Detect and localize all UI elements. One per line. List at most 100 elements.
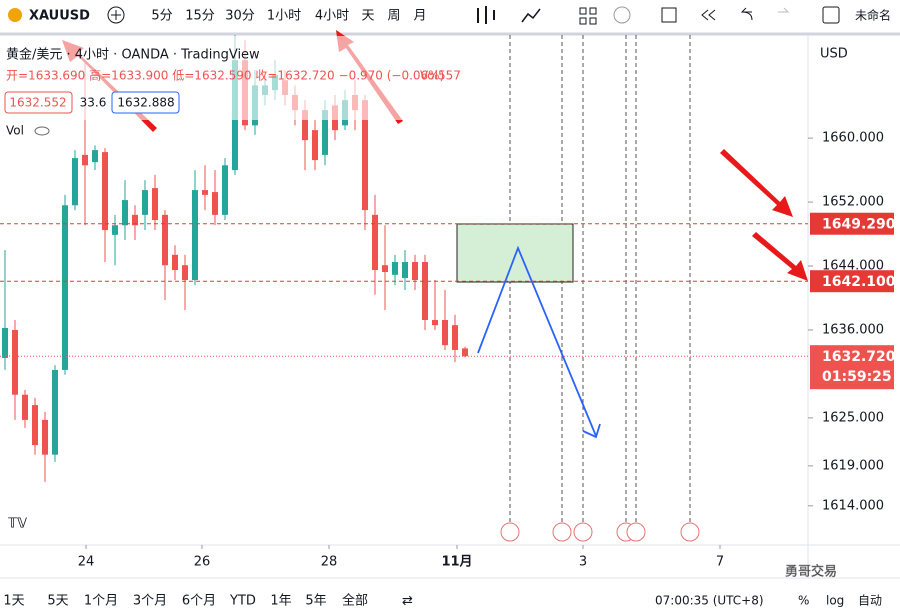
- x-tick-label: 7: [716, 555, 724, 570]
- interval[interactable]: 天: [361, 9, 374, 24]
- candle-body: [72, 158, 78, 206]
- interval[interactable]: 4小时: [315, 9, 349, 24]
- compare-icon[interactable]: ⇄: [402, 594, 413, 609]
- x-tick-label: 11月: [441, 555, 472, 570]
- candle-body: [152, 188, 158, 221]
- interval[interactable]: 1小时: [267, 9, 301, 24]
- redo-icon[interactable]: [778, 7, 790, 13]
- data-icon[interactable]: [613, 6, 631, 24]
- interval[interactable]: 15分: [185, 9, 215, 24]
- y-tick-label: 1614.000: [822, 498, 884, 513]
- flags: [500, 522, 700, 542]
- symbol[interactable]: XAUUSD: [29, 9, 90, 24]
- candle-body: [22, 394, 28, 420]
- spread: 33.6: [80, 96, 107, 110]
- candle-body: [382, 265, 388, 273]
- red-arrow: [752, 232, 808, 281]
- last-price-label: 1632.720: [822, 349, 896, 365]
- percent-toggle[interactable]: %: [798, 594, 809, 608]
- candle-body: [202, 190, 208, 195]
- range-button[interactable]: 1个月: [84, 594, 118, 609]
- candle-body: [42, 419, 48, 455]
- layout-box[interactable]: [822, 6, 840, 24]
- add-symbol[interactable]: [107, 6, 125, 24]
- range-button[interactable]: 1年: [270, 594, 291, 609]
- event-flag[interactable]: [626, 522, 646, 542]
- candle-body: [162, 214, 168, 266]
- legend-ohlc: 开=1633.690 高=1633.900 低=1632.590 收=1632.…: [6, 68, 444, 83]
- candle-body: [412, 262, 418, 281]
- currency[interactable]: USD: [820, 47, 848, 62]
- range-button[interactable]: 全部: [342, 593, 368, 609]
- price-tag-label: 1642.100: [822, 274, 896, 290]
- event-flag[interactable]: [500, 522, 520, 542]
- layout-name[interactable]: 未命名: [855, 8, 891, 23]
- vol-label: Vol: [6, 124, 24, 138]
- ask: 1632.888: [117, 96, 174, 110]
- candle-body: [102, 152, 108, 231]
- event-flag[interactable]: [680, 522, 700, 542]
- candle-body: [112, 225, 118, 235]
- candle-body: [462, 348, 468, 357]
- auto-toggle[interactable]: 自动: [858, 594, 882, 608]
- candle-body: [122, 200, 128, 226]
- alert-icon[interactable]: [661, 7, 677, 23]
- chart-type-icon[interactable]: [477, 6, 495, 24]
- y-tick-label: 1619.000: [822, 458, 884, 473]
- price-tag: [810, 270, 894, 293]
- price-tag: [810, 212, 894, 235]
- x-tick-label: 3: [579, 555, 587, 570]
- candle-body: [302, 110, 308, 141]
- range-button[interactable]: YTD: [229, 594, 256, 609]
- event-flag[interactable]: [573, 522, 593, 542]
- candle-body: [222, 165, 228, 215]
- x-tick-label: 26: [194, 555, 211, 570]
- candle-body: [132, 214, 138, 226]
- interval[interactable]: 周: [387, 9, 400, 24]
- price-tag-label: 1649.290: [822, 217, 896, 233]
- layout-icon: [589, 17, 597, 25]
- log-toggle[interactable]: log: [826, 594, 844, 608]
- candle-body: [362, 100, 368, 211]
- candle-body: [32, 405, 38, 446]
- event-flag[interactable]: [552, 522, 572, 542]
- range-button[interactable]: 3个月: [133, 594, 167, 609]
- replay-icon[interactable]: [701, 9, 716, 21]
- y-tick-label: 1652.000: [822, 195, 884, 210]
- candle-body: [422, 262, 428, 320]
- hide-icon[interactable]: [34, 126, 50, 136]
- legend-bg: [0, 36, 470, 120]
- candle-body: [62, 205, 68, 370]
- clock: 07:00:35 (UTC+8): [655, 594, 764, 608]
- range-button[interactable]: 6个月: [182, 594, 216, 609]
- y-tick-label: 1636.000: [822, 322, 884, 337]
- candle-body: [92, 150, 98, 163]
- range-buttons: 1天 5天 1个月 3个月 6个月 YTD 1年 5年 全部: [3, 593, 368, 609]
- range-box: [456, 223, 574, 283]
- y-tick-label: 1660.000: [822, 131, 884, 146]
- range-button[interactable]: 5年: [305, 594, 326, 609]
- candle-body: [432, 319, 438, 326]
- x-tick-label: 28: [321, 555, 338, 570]
- candle-body: [52, 369, 58, 455]
- candle-body: [142, 190, 148, 215]
- candle-body: [442, 319, 448, 346]
- indicator-icon[interactable]: [521, 8, 541, 23]
- layout-icon[interactable]: [579, 7, 587, 15]
- ask-box[interactable]: [111, 91, 180, 114]
- x-tick-label: 24: [78, 555, 95, 570]
- interval[interactable]: 30分: [225, 9, 255, 24]
- range-button[interactable]: 1天: [3, 594, 24, 609]
- interval[interactable]: 月: [413, 9, 426, 24]
- undo-icon[interactable]: [740, 7, 753, 21]
- watermark: 勇哥交易: [785, 564, 837, 580]
- countdown: 01:59:25: [822, 369, 892, 385]
- candle-body: [402, 262, 408, 279]
- range-button[interactable]: 5天: [47, 594, 68, 609]
- interval[interactable]: 5分: [151, 9, 172, 24]
- intervals: 5分 15分 30分 1小时 4小时天周月: [151, 9, 426, 24]
- candle-body: [452, 325, 458, 350]
- bid-box[interactable]: [4, 91, 73, 114]
- candle-body: [212, 192, 218, 215]
